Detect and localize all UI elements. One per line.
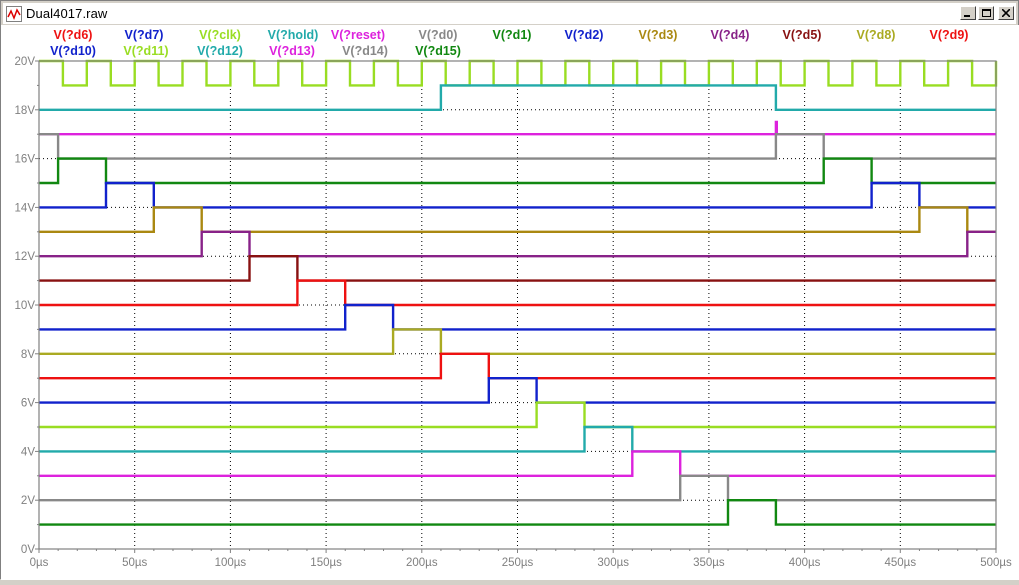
legend-label-vd6[interactable]: V(?d6) xyxy=(54,28,93,42)
y-tick-label: 8V xyxy=(21,349,35,361)
legend-label-vd14[interactable]: V(?d14) xyxy=(342,44,388,58)
x-tick-label: 0µs xyxy=(30,557,49,569)
y-tick-label: 18V xyxy=(15,105,36,117)
legend-label-vd9[interactable]: V(?d9) xyxy=(930,28,969,42)
trace-vd1[interactable] xyxy=(39,157,996,185)
legend-label-vd1[interactable]: V(?d1) xyxy=(493,28,532,42)
trace-vd8[interactable] xyxy=(39,328,996,355)
trace-vd0[interactable] xyxy=(39,132,996,160)
waveform-app-icon xyxy=(6,5,22,22)
traces xyxy=(39,59,998,526)
x-tick-label: 250µs xyxy=(502,557,534,569)
legend-label-vd10[interactable]: V(?d10) xyxy=(50,44,96,58)
x-tick-label: 200µs xyxy=(406,557,438,569)
trace-vd2[interactable] xyxy=(39,181,996,209)
legend-label-vd7[interactable]: V(?d7) xyxy=(125,28,164,42)
trace-legend: V(?d6) V(?d7) V(?clk) V(?hold) V(?reset) V(?d… xyxy=(50,28,968,58)
maximize-button[interactable] xyxy=(978,6,994,20)
y-tick-label: 20V xyxy=(15,56,36,68)
y-tick-label: 14V xyxy=(15,202,36,214)
legend-label-vreset[interactable]: V(?reset) xyxy=(331,28,385,42)
trace-vd9[interactable] xyxy=(39,352,996,380)
trace-vd7[interactable] xyxy=(39,303,996,331)
plot-area[interactable]: V(?d6) V(?d7) V(?clk) V(?hold) V(?reset) V(?d… xyxy=(1,25,1019,580)
y-tick-label: 12V xyxy=(15,251,36,263)
x-tick-label: 500µs xyxy=(980,557,1012,569)
trace-vd4[interactable] xyxy=(39,230,996,258)
trace-vd12[interactable] xyxy=(39,425,996,453)
y-tick-label: 0V xyxy=(21,544,35,556)
x-tick-label: 350µs xyxy=(693,557,725,569)
trace-vclk[interactable] xyxy=(39,59,998,87)
y-tick-label: 4V xyxy=(21,446,35,458)
close-icon xyxy=(1002,9,1010,17)
waveform-chart[interactable]: V(?d6) V(?d7) V(?clk) V(?hold) V(?reset) V(?d… xyxy=(1,25,1019,580)
x-tick-label: 450µs xyxy=(885,557,917,569)
axes: 0V 2V 4V 6V 8V 10V 12V 14V 16V 18V 20V 0µs 50µs 100µs… xyxy=(15,56,1012,569)
legend-label-vd0[interactable]: V(?d0) xyxy=(419,28,458,42)
legend-label-vhold[interactable]: V(?hold) xyxy=(268,28,319,42)
trace-vd11[interactable] xyxy=(39,401,996,429)
legend-label-vd5[interactable]: V(?d5) xyxy=(783,28,822,42)
trace-vd14[interactable] xyxy=(39,474,996,502)
x-tick-label: 400µs xyxy=(789,557,821,569)
trace-vhold[interactable] xyxy=(39,84,996,112)
legend-label-vd12[interactable]: V(?d12) xyxy=(197,44,243,58)
trace-vd13[interactable] xyxy=(39,450,996,477)
close-button[interactable] xyxy=(998,6,1014,20)
legend-label-vd11[interactable]: V(?d11) xyxy=(123,44,168,58)
trace-vd3[interactable] xyxy=(39,206,996,234)
y-tick-label: 10V xyxy=(15,300,36,312)
trace-vreset[interactable] xyxy=(39,120,996,136)
trace-vd15[interactable] xyxy=(39,499,996,526)
y-tick-label: 16V xyxy=(15,154,36,166)
trace-vd10[interactable] xyxy=(39,377,996,404)
y-tick-label: 2V xyxy=(21,495,35,507)
maximize-icon xyxy=(981,9,991,17)
legend-label-vd3[interactable]: V(?d3) xyxy=(639,28,678,42)
x-tick-label: 150µs xyxy=(310,557,342,569)
legend-label-vd8[interactable]: V(?d8) xyxy=(857,28,896,42)
legend-label-vd13[interactable]: V(?d13) xyxy=(269,44,315,58)
y-tick-label: 6V xyxy=(21,398,35,410)
trace-vd6[interactable] xyxy=(39,279,996,307)
minimize-icon xyxy=(964,15,970,17)
legend-label-vd15[interactable]: V(?d15) xyxy=(415,44,461,58)
legend-label-vd4[interactable]: V(?d4) xyxy=(711,28,750,42)
window-title: Dual4017.raw xyxy=(26,6,108,21)
x-tick-label: 50µs xyxy=(122,557,147,569)
legend-label-vclk[interactable]: V(?clk) xyxy=(199,28,241,42)
x-tick-label: 100µs xyxy=(215,557,247,569)
x-tick-label: 300µs xyxy=(597,557,629,569)
legend-label-vd2[interactable]: V(?d2) xyxy=(565,28,604,42)
trace-vd5[interactable] xyxy=(39,254,996,282)
minimize-button[interactable] xyxy=(960,6,976,20)
title-bar[interactable]: Dual4017.raw xyxy=(3,3,1016,24)
